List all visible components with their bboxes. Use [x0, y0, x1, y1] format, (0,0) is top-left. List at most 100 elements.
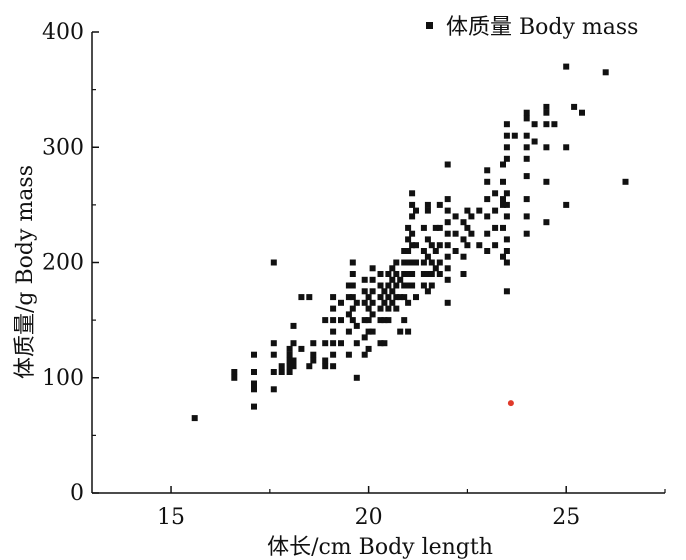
data-point: [361, 276, 368, 283]
data-point: [413, 242, 419, 249]
data-point: [413, 259, 419, 266]
data-point: [389, 288, 396, 295]
data-point: [405, 282, 412, 289]
data-point: [579, 109, 585, 116]
data-point: [330, 328, 337, 335]
data-point: [523, 173, 530, 180]
data-point: [444, 265, 451, 272]
data-point: [349, 305, 356, 312]
data-point: [503, 190, 510, 197]
data-point: [270, 340, 277, 347]
data-point: [365, 317, 372, 324]
y-tick-label: 0: [70, 481, 84, 506]
data-point: [381, 340, 388, 347]
data-point: [531, 121, 538, 128]
data-point: [405, 248, 412, 254]
data-point: [393, 282, 400, 289]
data-point: [444, 161, 451, 168]
data-point: [401, 259, 408, 266]
data-point: [409, 190, 416, 197]
data-point: [393, 259, 400, 266]
data-point: [424, 288, 431, 295]
data-point: [345, 351, 352, 358]
data-point: [428, 282, 435, 289]
data-point: [543, 103, 550, 110]
legend-marker: [426, 22, 433, 29]
data-point: [500, 224, 506, 231]
data-point: [523, 144, 530, 151]
data-point: [444, 276, 451, 283]
data-point: [464, 242, 471, 249]
x-axis-title: 体长/cm Body length: [267, 535, 493, 560]
data-point: [484, 213, 491, 220]
data-point: [393, 271, 400, 277]
data-point: [413, 207, 419, 214]
data-point: [310, 351, 317, 358]
data-point: [389, 265, 396, 272]
data-point: [468, 230, 475, 237]
data-point: [409, 242, 416, 249]
data-point: [492, 190, 499, 197]
data-point: [543, 121, 550, 128]
data-point: [251, 380, 257, 387]
data-point: [424, 236, 431, 243]
chart-ticks: 0 100 200 300 400 15 20 25: [42, 20, 666, 530]
data-point: [523, 132, 530, 139]
data-point: [452, 213, 459, 220]
data-point: [436, 259, 443, 266]
data-point: [345, 282, 352, 289]
data-point: [330, 340, 337, 347]
data-point: [365, 305, 372, 312]
data-point: [231, 374, 238, 381]
data-point: [322, 363, 329, 370]
data-point: [310, 357, 317, 364]
data-point: [385, 317, 392, 324]
data-point: [409, 271, 416, 277]
y-tick-label: 100: [42, 366, 84, 391]
data-point: [290, 322, 297, 329]
data-point: [353, 299, 360, 306]
data-point: [286, 357, 293, 364]
data-point: [444, 253, 451, 260]
data-point: [476, 207, 483, 214]
data-point: [543, 109, 550, 116]
data-point: [310, 340, 317, 347]
data-point: [385, 294, 392, 301]
data-point: [405, 236, 412, 243]
data-point: [322, 340, 329, 347]
data-point: [500, 196, 506, 203]
data-point: [290, 340, 297, 347]
data-point: [377, 305, 384, 312]
data-point: [424, 207, 431, 214]
data-point: [452, 248, 459, 254]
data-point: [432, 248, 439, 254]
data-point: [424, 253, 431, 260]
data-point: [322, 357, 329, 364]
data-point: [369, 276, 376, 283]
data-point: [330, 351, 337, 358]
data-point: [511, 132, 518, 139]
data-point: [523, 109, 530, 116]
data-point: [523, 115, 530, 122]
data-point: [270, 259, 277, 266]
data-point: [602, 69, 609, 76]
data-point: [563, 63, 570, 70]
data-point: [484, 196, 491, 203]
data-point: [338, 317, 344, 324]
data-point: [622, 178, 629, 185]
data-point: [424, 201, 431, 208]
data-point: [369, 311, 376, 318]
data-point: [503, 155, 510, 162]
legend-label: 体质量 Body mass: [446, 15, 638, 40]
data-point: [345, 311, 352, 318]
data-point: [270, 369, 277, 375]
data-point: [330, 317, 337, 324]
data-point: [401, 248, 408, 254]
data-point: [349, 271, 356, 277]
data-point: [563, 144, 570, 151]
data-point: [286, 351, 293, 358]
data-point: [492, 224, 499, 231]
data-point: [361, 288, 368, 295]
data-point: [251, 351, 257, 358]
data-point: [523, 196, 530, 203]
